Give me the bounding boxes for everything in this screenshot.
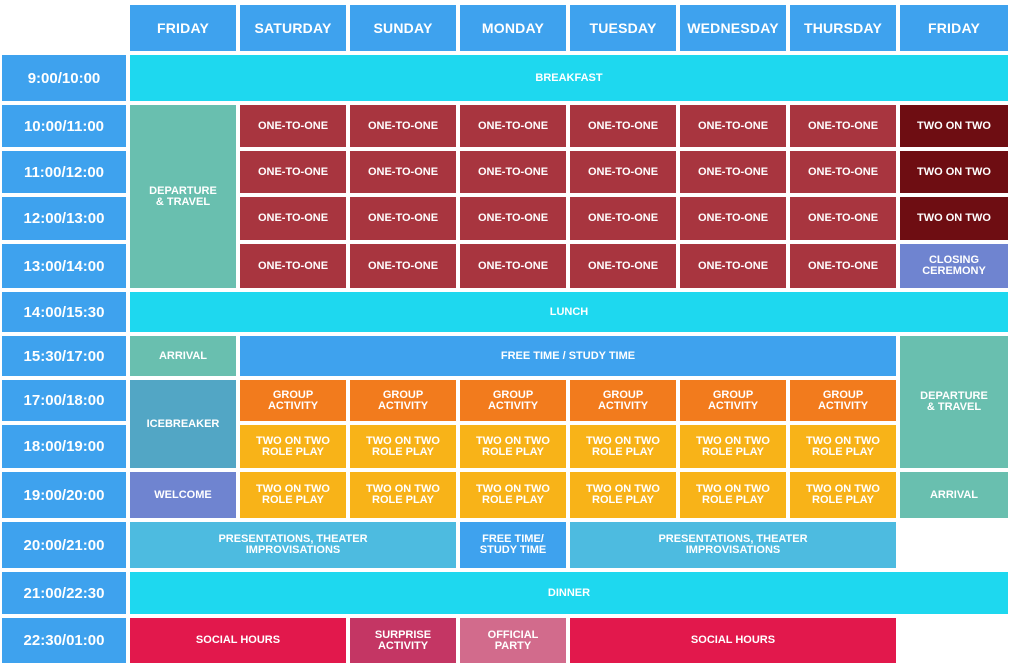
event-one-to-one: ONE-TO-ONE (348, 242, 458, 290)
event-one-to-one: ONE-TO-ONE (458, 103, 568, 149)
event-one-to-one: ONE-TO-ONE (568, 103, 678, 149)
event-departure-travel: DEPARTURE & TRAVEL (128, 103, 238, 290)
event-group-activity: GROUP ACTIVITY (348, 378, 458, 423)
event-one-to-one: ONE-TO-ONE (348, 103, 458, 149)
day-header-monday: MONDAY (458, 3, 568, 53)
event-closing-ceremony: CLOSING CEREMONY (898, 242, 1010, 290)
event-presentations-theater-improvisations: PRESENTATIONS, THEATER IMPROVISATIONS (128, 520, 458, 570)
time-slot-label: 15:30/17:00 (0, 334, 128, 378)
time-slot-label: 14:00/15:30 (0, 290, 128, 334)
event-social-hours: SOCIAL HOURS (568, 616, 898, 665)
event-two-on-two-role-play: TWO ON TWO ROLE PLAY (788, 423, 898, 470)
event-two-on-two-role-play: TWO ON TWO ROLE PLAY (788, 470, 898, 520)
event-dinner: DINNER (128, 570, 1010, 616)
event-one-to-one: ONE-TO-ONE (568, 195, 678, 242)
event-two-on-two-role-play: TWO ON TWO ROLE PLAY (458, 423, 568, 470)
event-two-on-two: TWO ON TWO (898, 149, 1010, 195)
event-one-to-one: ONE-TO-ONE (348, 195, 458, 242)
event-one-to-one: ONE-TO-ONE (458, 195, 568, 242)
event-one-to-one: ONE-TO-ONE (458, 149, 568, 195)
event-one-to-one: ONE-TO-ONE (678, 149, 788, 195)
time-slot-label: 19:00/20:00 (0, 470, 128, 520)
time-slot-label: 11:00/12:00 (0, 149, 128, 195)
event-group-activity: GROUP ACTIVITY (568, 378, 678, 423)
event-two-on-two-role-play: TWO ON TWO ROLE PLAY (348, 423, 458, 470)
event-one-to-one: ONE-TO-ONE (348, 149, 458, 195)
event-two-on-two-role-play: TWO ON TWO ROLE PLAY (678, 423, 788, 470)
event-one-to-one: ONE-TO-ONE (238, 242, 348, 290)
day-header-friday: FRIDAY (128, 3, 238, 53)
time-slot-label: 18:00/19:00 (0, 423, 128, 470)
event-one-to-one: ONE-TO-ONE (238, 195, 348, 242)
time-slot-label: 17:00/18:00 (0, 378, 128, 423)
event-presentations-theater-improvisations: PRESENTATIONS, THEATER IMPROVISATIONS (568, 520, 898, 570)
day-header-tuesday: TUESDAY (568, 3, 678, 53)
event-group-activity: GROUP ACTIVITY (458, 378, 568, 423)
time-slot-label: 22:30/01:00 (0, 616, 128, 665)
event-one-to-one: ONE-TO-ONE (678, 242, 788, 290)
event-breakfast: BREAKFAST (128, 53, 1010, 103)
day-header-thursday: THURSDAY (788, 3, 898, 53)
time-slot-label: 21:00/22:30 (0, 570, 128, 616)
event-surprise-activity: SURPRISE ACTIVITY (348, 616, 458, 665)
event-two-on-two-role-play: TWO ON TWO ROLE PLAY (238, 470, 348, 520)
event-group-activity: GROUP ACTIVITY (788, 378, 898, 423)
event-one-to-one: ONE-TO-ONE (788, 149, 898, 195)
event-two-on-two-role-play: TWO ON TWO ROLE PLAY (238, 423, 348, 470)
event-one-to-one: ONE-TO-ONE (788, 242, 898, 290)
event-one-to-one: ONE-TO-ONE (568, 149, 678, 195)
event-two-on-two: TWO ON TWO (898, 103, 1010, 149)
event-group-activity: GROUP ACTIVITY (238, 378, 348, 423)
time-slot-label: 9:00/10:00 (0, 53, 128, 103)
event-one-to-one: ONE-TO-ONE (788, 195, 898, 242)
event-one-to-one: ONE-TO-ONE (238, 103, 348, 149)
day-header-friday: FRIDAY (898, 3, 1010, 53)
time-slot-label: 12:00/13:00 (0, 195, 128, 242)
event-two-on-two-role-play: TWO ON TWO ROLE PLAY (678, 470, 788, 520)
day-header-sunday: SUNDAY (348, 3, 458, 53)
event-lunch: LUNCH (128, 290, 1010, 334)
event-departure-travel: DEPARTURE & TRAVEL (898, 334, 1010, 470)
event-one-to-one: ONE-TO-ONE (678, 195, 788, 242)
event-free-time-study-time: FREE TIME/ STUDY TIME (458, 520, 568, 570)
event-two-on-two-role-play: TWO ON TWO ROLE PLAY (458, 470, 568, 520)
event-one-to-one: ONE-TO-ONE (238, 149, 348, 195)
event-two-on-two-role-play: TWO ON TWO ROLE PLAY (348, 470, 458, 520)
time-slot-label: 20:00/21:00 (0, 520, 128, 570)
event-two-on-two-role-play: TWO ON TWO ROLE PLAY (568, 423, 678, 470)
day-header-saturday: SATURDAY (238, 3, 348, 53)
event-two-on-two-role-play: TWO ON TWO ROLE PLAY (568, 470, 678, 520)
event-arrival: ARRIVAL (128, 334, 238, 378)
event-free-time-study-time: FREE TIME / STUDY TIME (238, 334, 898, 378)
event-social-hours: SOCIAL HOURS (128, 616, 348, 665)
event-one-to-one: ONE-TO-ONE (458, 242, 568, 290)
event-one-to-one: ONE-TO-ONE (788, 103, 898, 149)
event-two-on-two: TWO ON TWO (898, 195, 1010, 242)
event-welcome: WELCOME (128, 470, 238, 520)
event-arrival: ARRIVAL (898, 470, 1010, 520)
event-official-party: OFFICIAL PARTY (458, 616, 568, 665)
event-icebreaker: ICEBREAKER (128, 378, 238, 470)
day-header-wednesday: WEDNESDAY (678, 3, 788, 53)
time-slot-label: 13:00/14:00 (0, 242, 128, 290)
event-one-to-one: ONE-TO-ONE (678, 103, 788, 149)
time-slot-label: 10:00/11:00 (0, 103, 128, 149)
event-group-activity: GROUP ACTIVITY (678, 378, 788, 423)
event-one-to-one: ONE-TO-ONE (568, 242, 678, 290)
